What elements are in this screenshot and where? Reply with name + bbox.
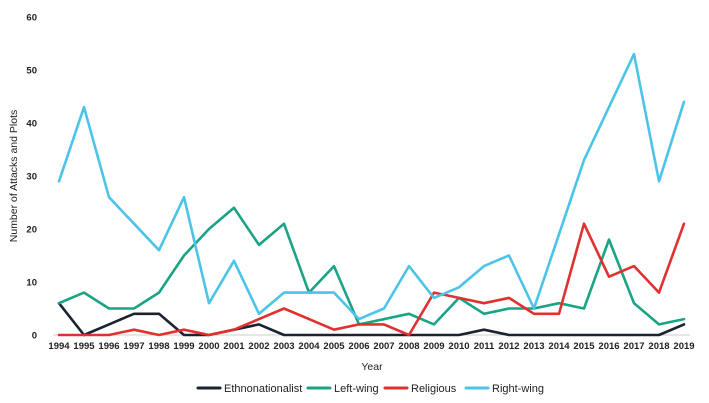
y-axis-title: Number of Attacks and Plots: [8, 110, 20, 242]
x-tick-label: 2005: [323, 341, 345, 352]
x-tick-label: 2002: [248, 341, 269, 352]
y-tick-label: 30: [26, 172, 37, 183]
x-tick-label: 2003: [273, 341, 294, 352]
x-tick-label: 1998: [148, 341, 169, 352]
x-tick-label: 2013: [523, 341, 544, 352]
x-tick-label: 2001: [223, 341, 245, 352]
x-tick-label: 2015: [573, 341, 595, 352]
y-tick-label: 60: [26, 13, 37, 24]
series-layer: [57, 52, 686, 337]
legend-label-religious: Religious: [411, 383, 457, 395]
x-tick-label: 1994: [48, 341, 70, 352]
x-tick-label: 2010: [448, 341, 469, 352]
x-tick-label: 2019: [673, 341, 694, 352]
x-tick-label: 1999: [173, 341, 194, 352]
x-tick-label: 2008: [398, 341, 419, 352]
x-axis-ticks: 1994 1995 1996 1997 1998 1999 2000 2001 2002 2003…: [48, 341, 694, 352]
legend: Ethnonationalist Left-wing Religious Right-…: [196, 383, 544, 395]
y-tick-label: 20: [26, 225, 37, 236]
series-line-left-wing: [57, 206, 686, 326]
x-tick-label: 1996: [98, 341, 119, 352]
series-line-right-wing: [57, 52, 686, 321]
x-tick-label: 2004: [298, 341, 320, 352]
x-tick-label: 2017: [623, 341, 644, 352]
legend-label-right-wing: Right-wing: [492, 383, 544, 395]
x-tick-label: 2018: [648, 341, 669, 352]
x-tick-label: 2009: [423, 341, 444, 352]
legend-label-left-wing: Left-wing: [334, 383, 379, 395]
y-axis-ticks: 0 10 20 30 40 50 60: [26, 13, 37, 342]
x-tick-label: 2012: [498, 341, 519, 352]
y-tick-label: 0: [32, 331, 37, 342]
series-line-religious: [57, 222, 686, 337]
x-tick-label: 2007: [373, 341, 394, 352]
legend-label-ethnonationalist: Ethnonationalist: [224, 383, 302, 395]
y-tick-label: 50: [26, 66, 37, 77]
x-tick-label: 1997: [123, 341, 144, 352]
x-tick-label: 2011: [474, 341, 495, 352]
y-tick-label: 10: [26, 278, 37, 289]
series-line-ethnonationalist: [57, 301, 686, 337]
x-tick-label: 2000: [198, 341, 219, 352]
x-axis-title: Year: [361, 361, 383, 373]
x-tick-label: 1995: [73, 341, 95, 352]
y-tick-label: 40: [26, 119, 37, 130]
x-tick-label: 2016: [598, 341, 619, 352]
x-tick-label: 2014: [548, 341, 570, 352]
x-tick-label: 2006: [348, 341, 369, 352]
